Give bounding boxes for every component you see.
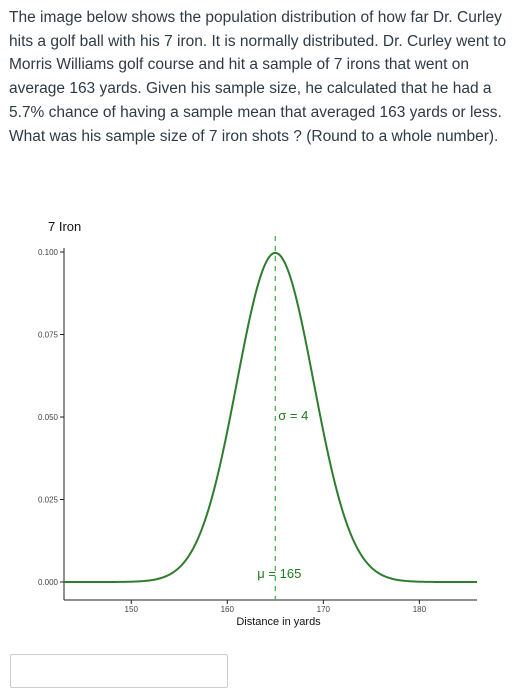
y-axis: 0.000 0.025 0.050 0.075 0.100	[38, 248, 65, 600]
x-tick-label: 180	[413, 605, 427, 614]
density-curve	[64, 251, 477, 583]
answer-input[interactable]	[10, 654, 228, 688]
y-tick-label: 0.000	[38, 578, 59, 587]
x-axis-label: Distance in yards	[236, 616, 321, 628]
x-tick-label: 170	[317, 605, 331, 614]
x-tick-label: 160	[221, 605, 235, 614]
x-tick-label: 150	[125, 605, 139, 614]
y-tick-label: 0.050	[38, 413, 59, 422]
y-tick-label: 0.025	[38, 496, 59, 505]
chart-title: 7 Iron	[48, 219, 81, 234]
sd-annotation: σ = 4	[278, 408, 308, 423]
question-text: The image below shows the population dis…	[9, 9, 507, 145]
y-tick-label: 0.075	[38, 331, 59, 340]
y-tick-label: 0.100	[38, 248, 59, 257]
mean-annotation: μ = 165	[257, 566, 301, 581]
x-axis: 150 160 170 180	[64, 599, 477, 614]
